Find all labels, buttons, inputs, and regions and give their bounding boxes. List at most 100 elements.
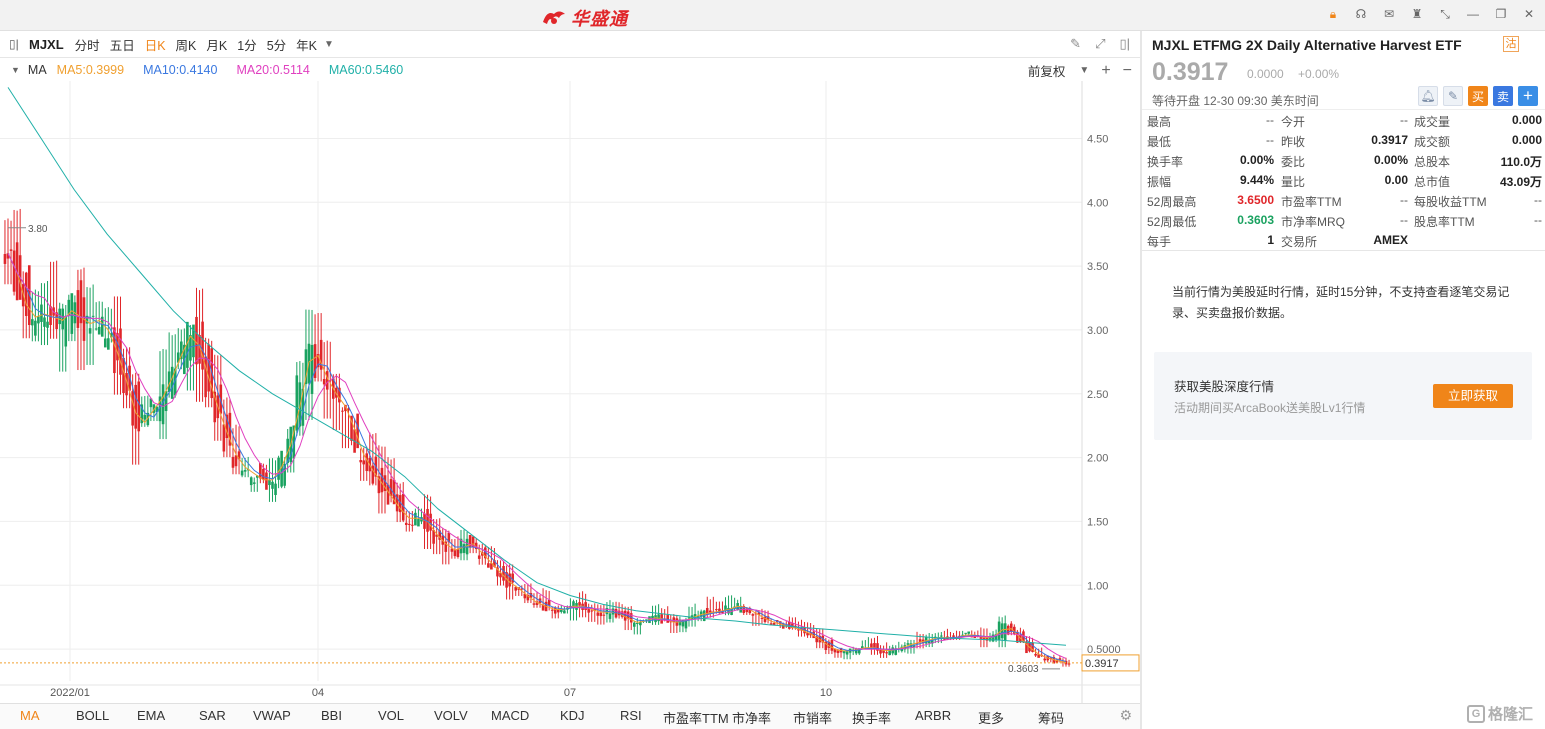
candle-body	[940, 635, 943, 637]
quote-value: 0.000	[1511, 133, 1542, 147]
indicator-tab-2[interactable]: BOLL	[76, 708, 110, 723]
indicator-tab-12[interactable]: 市盈率TTM	[663, 711, 729, 726]
candle-body	[1025, 641, 1028, 654]
candle-body	[15, 242, 19, 301]
indicator-tab-13[interactable]: 市净率	[732, 711, 772, 726]
indicator-tab-17[interactable]: 更多	[978, 711, 1005, 726]
panel-divider[interactable]	[1140, 31, 1142, 729]
candlestick-chart[interactable]: 4.50 4.00 3.50 3.00 2.50 2.00 1.50 1.00 0.5000 20…	[0, 81, 1140, 703]
candle-body	[389, 479, 393, 497]
period-tab-1[interactable]: 分时	[74, 38, 100, 53]
indicator-tab-5[interactable]: VWAP	[253, 708, 291, 723]
settings-gear-icon[interactable]: ⚙	[1119, 707, 1132, 723]
headset-icon[interactable]: ☊	[1355, 7, 1367, 21]
sell-button[interactable]: 卖	[1493, 86, 1513, 106]
quote-value: --	[1400, 113, 1408, 127]
indicator-tab-1[interactable]: MA	[20, 708, 40, 723]
candle-body	[523, 593, 527, 599]
period-tab-8[interactable]: 年K	[296, 38, 317, 53]
quote-value: --	[1266, 133, 1274, 147]
candle-body	[392, 479, 396, 505]
candle-body	[79, 280, 83, 324]
restore-icon[interactable]: ❐	[1495, 7, 1507, 21]
candle-body	[894, 648, 898, 655]
expand-icon[interactable]: ⤢	[1095, 36, 1106, 51]
ma60-line	[7, 87, 1067, 646]
candle-body	[274, 483, 277, 495]
indicator-tab-9[interactable]: MACD	[491, 708, 530, 723]
indicator-tab-4[interactable]: SAR	[199, 708, 226, 723]
period-tab-2[interactable]: 五日	[109, 38, 135, 53]
candle-body	[91, 315, 95, 317]
candle-body	[547, 600, 551, 606]
period-tab-3[interactable]: 日K	[144, 38, 166, 53]
indicator-tab-6[interactable]: BBI	[321, 708, 342, 723]
indicator-tab-8[interactable]: VOLV	[434, 708, 468, 723]
indicator-tab-16[interactable]: ARBR	[915, 708, 952, 723]
buy-button[interactable]: 买	[1468, 86, 1488, 106]
draw-pen-icon[interactable]: ✎	[1070, 36, 1082, 51]
adjust-dropdown[interactable]: 前复权	[1027, 65, 1066, 79]
candle-body	[1037, 654, 1040, 658]
quote-label: 总市值	[1414, 175, 1451, 189]
indicator-tab-7[interactable]: VOL	[378, 708, 405, 723]
indicator-tab-10[interactable]: KDJ	[560, 708, 585, 723]
candle-body	[198, 335, 201, 364]
shrink-icon[interactable]: ⤡	[1440, 6, 1450, 21]
candle-body	[429, 513, 432, 531]
indicator-tab-14[interactable]: 市销率	[793, 711, 833, 726]
candle-body	[845, 651, 849, 655]
watermark: G 格隆汇	[1466, 703, 1533, 724]
indicator-tab-11[interactable]: RSI	[620, 708, 642, 723]
period-tab-5[interactable]: 月K	[206, 38, 228, 53]
minimize-icon[interactable]: —	[1467, 7, 1479, 21]
ma-legend-bar: ▼ MA MA5:0.3999 MA10:0.4140 MA20:0.5114 …	[0, 59, 1140, 81]
add-watchlist-button[interactable]: +	[1518, 86, 1538, 106]
quote-label: 交易所	[1281, 235, 1318, 249]
candle-body	[97, 326, 101, 335]
get-now-button[interactable]: 立即获取	[1433, 384, 1513, 408]
period-tab-7[interactable]: 5分	[266, 38, 287, 53]
collapse-icon[interactable]: −	[1122, 61, 1132, 79]
candle-body	[383, 475, 387, 492]
candle-body	[602, 614, 606, 616]
indicator-tab-3[interactable]: EMA	[137, 708, 166, 723]
candle-body	[748, 608, 752, 614]
price-change-pct: +0.00%	[1298, 67, 1340, 81]
candle-body	[885, 652, 888, 654]
adjust-dropdown-icon[interactable]: ▼	[1079, 65, 1090, 76]
shirt-icon[interactable]: ♜	[1411, 7, 1423, 21]
candle-body	[511, 573, 514, 583]
close-icon[interactable]: ✕	[1523, 7, 1535, 21]
period-dropdown-icon[interactable]: ▼	[323, 38, 334, 50]
period-tab-6[interactable]: 1分	[237, 38, 257, 53]
indicator-tab-15[interactable]: 换手率	[852, 711, 892, 726]
mail-icon[interactable]: ✉	[1383, 7, 1395, 21]
ma-collapse-icon[interactable]: ▼	[11, 65, 20, 75]
candle-body	[645, 619, 648, 621]
panel-toggle-icon[interactable]: ▯|	[9, 37, 19, 51]
candle-body	[231, 456, 235, 468]
note-icon[interactable]: ✎	[1443, 86, 1463, 106]
candle-body	[587, 607, 590, 613]
candle-body	[252, 482, 256, 484]
candle-body	[222, 424, 226, 452]
quote-value: 0.00%	[1373, 153, 1408, 167]
quote-value: --	[1534, 213, 1542, 227]
lock-icon[interactable]: 🔒︎	[1329, 6, 1337, 21]
add-indicator-icon[interactable]: +	[1101, 61, 1111, 79]
market-status: 等待开盘 12-30 09:30 美东时间	[1152, 94, 1319, 108]
candle-body	[1058, 658, 1062, 661]
period-tab-4[interactable]: 周K	[175, 38, 197, 53]
security-tag: 沽	[1503, 36, 1519, 52]
candle-body	[365, 453, 369, 472]
candle-body	[857, 648, 861, 654]
sidebar-toggle-icon[interactable]: ▯|	[1119, 36, 1130, 51]
candle-body	[918, 639, 922, 643]
candle-body	[64, 315, 68, 347]
candle-body	[906, 643, 910, 645]
candle-body	[395, 494, 399, 512]
candle-body	[94, 328, 98, 330]
alert-icon[interactable]: 🔔︎	[1418, 86, 1438, 106]
indicator-tab-18[interactable]: 筹码	[1038, 711, 1065, 726]
